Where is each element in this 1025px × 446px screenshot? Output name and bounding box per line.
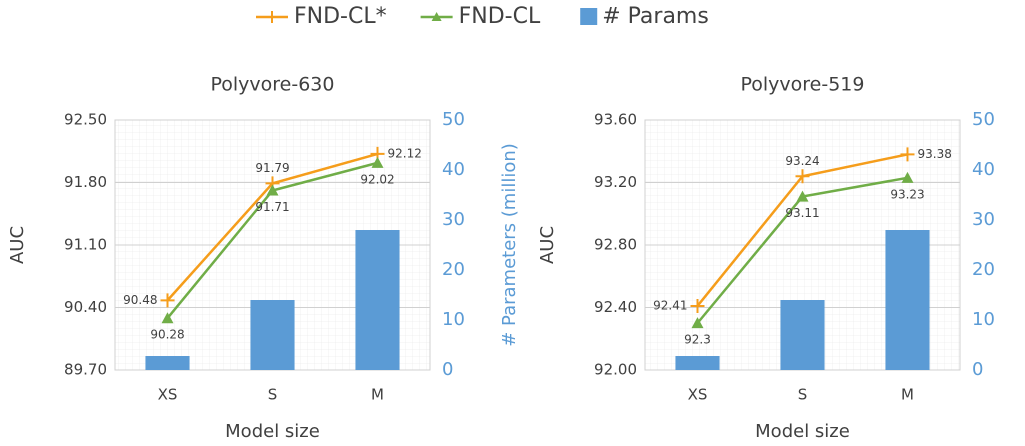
marker bbox=[266, 184, 279, 196]
y2-axis-title: # Parameters (million) bbox=[499, 143, 520, 347]
y-tick-label: 93.20 bbox=[594, 173, 637, 191]
legend-marker bbox=[266, 11, 278, 23]
y2-tick-label: 30 bbox=[442, 209, 465, 230]
value-label: 90.28 bbox=[150, 328, 184, 342]
y2-tick-label: 10 bbox=[972, 309, 995, 330]
y-tick-label: 92.50 bbox=[64, 111, 107, 129]
x-tick-label: M bbox=[901, 386, 914, 404]
value-label: 92.3 bbox=[684, 333, 711, 347]
y2-tick-label: 50 bbox=[442, 109, 465, 130]
bar bbox=[145, 356, 190, 370]
value-label: 92.41 bbox=[653, 298, 687, 312]
value-label: 91.71 bbox=[255, 200, 289, 214]
value-label: 93.24 bbox=[785, 154, 819, 168]
y2-tick-label: 20 bbox=[972, 259, 995, 280]
y-tick-label: 91.10 bbox=[64, 236, 107, 254]
y2-tick-label: 0 bbox=[442, 359, 453, 380]
marker bbox=[796, 190, 809, 202]
x-tick-label: S bbox=[798, 386, 808, 404]
y-tick-label: 91.80 bbox=[64, 173, 107, 191]
x-tick-label: M bbox=[371, 386, 384, 404]
y-tick-label: 92.80 bbox=[594, 236, 637, 254]
y2-tick-label: 0 bbox=[972, 359, 983, 380]
y-tick-label: 92.40 bbox=[594, 298, 637, 316]
legend-label: FND-CL bbox=[459, 4, 541, 29]
bar bbox=[675, 356, 720, 370]
x-tick-label: XS bbox=[158, 386, 178, 404]
y-axis-title: AUC bbox=[537, 226, 558, 264]
x-tick-label: S bbox=[268, 386, 278, 404]
marker bbox=[371, 156, 384, 168]
chart-title: Polyvore-630 bbox=[210, 74, 334, 96]
legend-swatch bbox=[580, 8, 598, 25]
value-label: 92.02 bbox=[360, 172, 394, 186]
y-tick-label: 90.40 bbox=[64, 298, 107, 316]
y2-tick-label: 40 bbox=[442, 159, 465, 180]
y2-tick-label: 30 bbox=[972, 209, 995, 230]
value-label: 93.38 bbox=[918, 147, 952, 161]
y-tick-label: 93.60 bbox=[594, 111, 637, 129]
value-label: 93.11 bbox=[785, 206, 819, 220]
y2-tick-label: 50 bbox=[972, 109, 995, 130]
x-axis-title: Model size bbox=[755, 421, 850, 442]
y2-tick-label: 40 bbox=[972, 159, 995, 180]
legend-label: FND-CL* bbox=[294, 4, 387, 29]
marker bbox=[691, 317, 704, 329]
bar bbox=[780, 300, 825, 370]
value-label: 93.23 bbox=[890, 187, 924, 201]
y-tick-label: 92.00 bbox=[594, 361, 637, 379]
y2-tick-label: 10 bbox=[442, 309, 465, 330]
value-label: 90.48 bbox=[123, 293, 157, 307]
marker bbox=[161, 312, 174, 324]
marker bbox=[900, 147, 915, 162]
marker bbox=[795, 169, 810, 184]
value-label: 92.12 bbox=[388, 146, 422, 160]
y2-tick-label: 20 bbox=[442, 259, 465, 280]
legend-label: # Params bbox=[602, 4, 709, 29]
x-tick-label: XS bbox=[688, 386, 708, 404]
marker bbox=[690, 298, 705, 313]
legend-marker bbox=[431, 12, 442, 21]
y-tick-label: 89.70 bbox=[64, 361, 107, 379]
chart-title: Polyvore-519 bbox=[740, 74, 864, 96]
x-axis-title: Model size bbox=[225, 421, 320, 442]
marker bbox=[160, 293, 175, 308]
bar bbox=[885, 230, 930, 370]
marker bbox=[901, 171, 914, 183]
bar bbox=[250, 300, 295, 370]
y-axis-title: AUC bbox=[7, 226, 28, 264]
value-label: 91.79 bbox=[255, 161, 289, 175]
bar bbox=[355, 230, 400, 370]
